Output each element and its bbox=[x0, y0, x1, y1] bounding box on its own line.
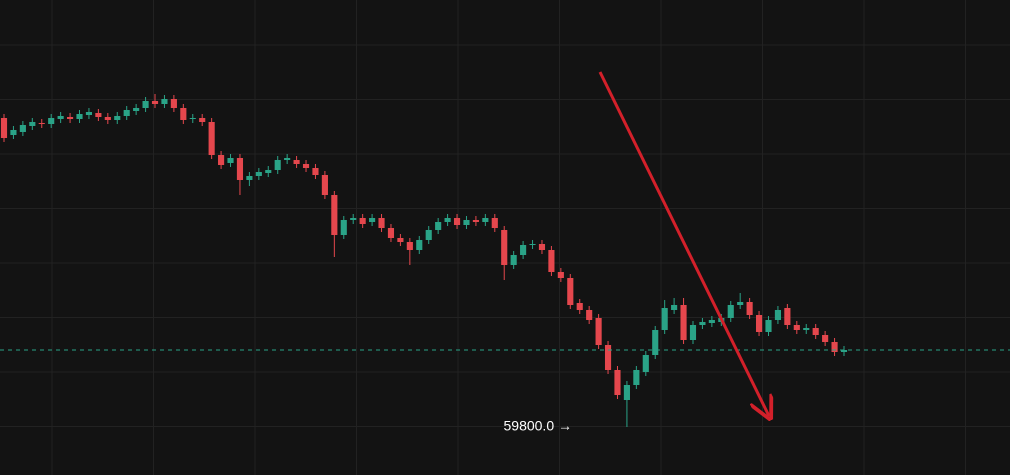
candle-body bbox=[227, 158, 234, 163]
candle-body bbox=[425, 230, 432, 240]
candle-body bbox=[595, 318, 602, 345]
candle-body bbox=[199, 118, 206, 122]
candle-body bbox=[538, 244, 546, 250]
candle-body bbox=[19, 125, 26, 132]
candle-body bbox=[472, 220, 479, 222]
candle-body bbox=[689, 325, 697, 340]
candle-body bbox=[435, 222, 442, 230]
candle-body bbox=[501, 230, 508, 265]
candle-body bbox=[416, 240, 423, 250]
candle-body bbox=[274, 160, 281, 170]
candle-body bbox=[567, 278, 574, 305]
candle-body bbox=[840, 350, 848, 352]
candle-body bbox=[708, 320, 715, 323]
candle-body bbox=[180, 108, 187, 120]
candle-body bbox=[208, 122, 215, 155]
candle-body bbox=[331, 195, 338, 235]
candle-body bbox=[378, 218, 385, 228]
candle-body bbox=[293, 160, 300, 164]
candle-body bbox=[453, 218, 461, 225]
candle-body bbox=[444, 218, 451, 222]
candle-body bbox=[737, 302, 744, 305]
candle-body bbox=[604, 345, 612, 370]
candle-body bbox=[255, 172, 262, 176]
candle-body bbox=[350, 218, 357, 220]
candle-body bbox=[170, 99, 177, 108]
candle-body bbox=[633, 370, 640, 385]
candle-body bbox=[642, 355, 649, 372]
candle-body bbox=[340, 220, 347, 235]
candle-body bbox=[151, 101, 159, 104]
candle-body bbox=[189, 118, 196, 119]
candle-body bbox=[312, 168, 319, 175]
candle-body bbox=[623, 385, 630, 400]
candle-body bbox=[576, 303, 583, 310]
candle-body bbox=[29, 122, 36, 126]
candle-body bbox=[57, 116, 64, 119]
candle-body bbox=[85, 112, 93, 115]
candle-body bbox=[727, 305, 734, 318]
candle-body bbox=[822, 335, 829, 342]
low-price-label: 59800.0 → bbox=[504, 418, 573, 434]
candle-body bbox=[774, 310, 781, 320]
candle-body bbox=[0, 118, 8, 138]
candle-body bbox=[784, 308, 791, 325]
candle-body bbox=[746, 302, 753, 315]
candle-body bbox=[671, 305, 678, 310]
candle-body bbox=[406, 242, 413, 250]
candle-body bbox=[482, 218, 489, 222]
candle-body bbox=[48, 118, 55, 124]
candle-body bbox=[463, 220, 470, 225]
candle-body bbox=[812, 328, 819, 335]
drawn-arrow bbox=[598, 71, 769, 416]
candle-body bbox=[510, 255, 517, 265]
candles bbox=[0, 94, 1010, 427]
candle-body bbox=[652, 330, 659, 355]
candle-body bbox=[397, 238, 404, 242]
candle-body bbox=[104, 117, 111, 120]
candle-body bbox=[520, 245, 527, 255]
candle-body bbox=[491, 218, 498, 228]
candle-body bbox=[557, 272, 564, 278]
candle-body bbox=[114, 116, 121, 120]
candle-body bbox=[614, 370, 621, 395]
candle-body bbox=[76, 114, 83, 119]
candle-body bbox=[218, 155, 225, 165]
candle-body bbox=[661, 308, 668, 330]
candle-body bbox=[831, 342, 838, 352]
candle-body bbox=[95, 113, 102, 117]
candle-body bbox=[359, 218, 366, 224]
candle-body bbox=[123, 110, 130, 116]
candle-body bbox=[586, 310, 593, 320]
candle-body bbox=[161, 99, 168, 104]
candle-body bbox=[765, 320, 772, 332]
candle-body bbox=[755, 315, 763, 332]
candle-body bbox=[793, 325, 800, 330]
candle-body bbox=[284, 158, 291, 160]
candle-body bbox=[529, 244, 536, 245]
candle-body bbox=[680, 305, 687, 340]
candle-body bbox=[548, 250, 555, 272]
candle-body bbox=[369, 218, 376, 222]
candle-body bbox=[67, 117, 74, 119]
candle-body bbox=[302, 164, 310, 168]
candle-body bbox=[38, 123, 45, 124]
candle-body bbox=[265, 170, 272, 173]
candle-body bbox=[10, 130, 17, 135]
candle-body bbox=[142, 101, 149, 108]
candle-body bbox=[387, 228, 395, 238]
candle-body bbox=[699, 322, 706, 325]
candle-body bbox=[803, 328, 810, 330]
candle-body bbox=[321, 175, 328, 195]
candle-body bbox=[246, 176, 253, 180]
candle-body bbox=[236, 158, 244, 180]
candle-body bbox=[133, 108, 140, 111]
